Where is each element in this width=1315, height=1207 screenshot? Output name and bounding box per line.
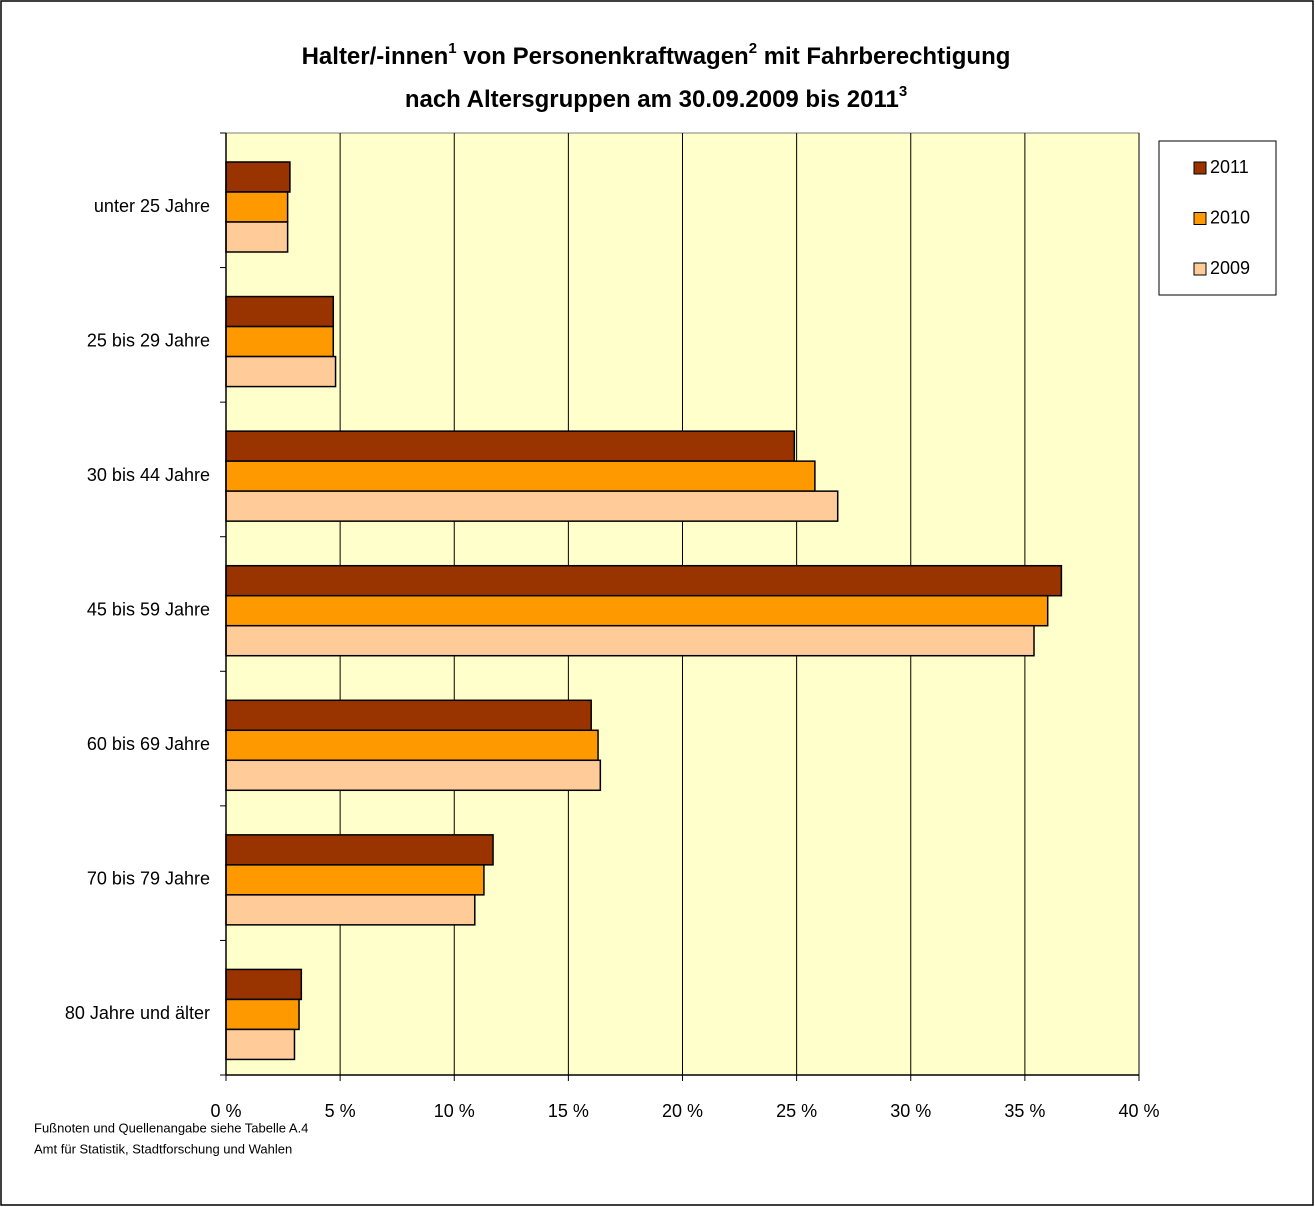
bar: [225, 1028, 296, 1061]
bar: [225, 729, 599, 762]
legend-swatch: [1193, 161, 1207, 175]
bar: [225, 864, 485, 896]
bar: [225, 624, 1035, 657]
y-tick-label: 30 bis 44 Jahre: [87, 465, 210, 485]
y-tick-label: 45 bis 59 Jahre: [87, 599, 210, 619]
x-tick-label: 0 %: [210, 1101, 241, 1121]
bar: [225, 699, 592, 732]
y-tick-label: 60 bis 69 Jahre: [87, 734, 210, 754]
x-tick-label: 10 %: [434, 1101, 475, 1121]
bar: [225, 430, 796, 462]
bar: [225, 490, 839, 522]
title-text: Halter/-innen: [302, 43, 449, 70]
title-superscript: 1: [448, 40, 456, 57]
y-tick-label: 25 bis 29 Jahre: [87, 330, 210, 350]
y-tick-label: 70 bis 79 Jahre: [87, 869, 210, 889]
bar: [225, 594, 1049, 627]
bar: [225, 968, 303, 1001]
bar: [225, 894, 476, 926]
y-tick-label: 80 Jahre und älter: [65, 1003, 210, 1023]
chart-title: nach Altersgruppen am 30.09.2009 bis 201…: [405, 83, 907, 113]
chart-title: Halter/-innen1 von Personenkraftwagen2 m…: [302, 40, 1011, 70]
y-tick-label: unter 25 Jahre: [94, 196, 210, 216]
bar: [225, 161, 291, 193]
x-tick-label: 15 %: [548, 1101, 589, 1121]
title-text: mit Fahrberechtigung: [757, 43, 1010, 70]
x-tick-label: 40 %: [1118, 1101, 1159, 1121]
x-tick-label: 20 %: [662, 1101, 703, 1121]
title-text: von Personenkraftwagen: [457, 43, 749, 70]
bar: [225, 564, 1063, 597]
x-tick-label: 30 %: [890, 1101, 931, 1121]
bar: [225, 998, 300, 1031]
bar: [225, 325, 335, 358]
bar: [225, 759, 602, 792]
legend-label: 2011: [1210, 157, 1249, 177]
footnote: Amt für Statistik, Stadtforschung und Wa…: [34, 1141, 292, 1156]
bar: [225, 221, 289, 253]
bar: [225, 355, 337, 388]
legend-box: [1158, 140, 1277, 296]
legend-swatch: [1193, 262, 1207, 276]
legend-label: 2009: [1210, 258, 1250, 278]
bar: [225, 834, 494, 866]
footnote: Fußnoten und Quellenangabe siehe Tabelle…: [34, 1120, 308, 1135]
x-tick-label: 35 %: [1004, 1101, 1045, 1121]
bar: [225, 460, 816, 492]
title-text: nach Altersgruppen am 30.09.2009 bis 201…: [405, 86, 899, 113]
legend-swatch: [1193, 212, 1207, 225]
x-tick-label: 25 %: [776, 1101, 817, 1121]
bar: [225, 191, 289, 223]
x-tick-label: 5 %: [325, 1101, 356, 1121]
legend-label: 2010: [1210, 207, 1250, 227]
title-superscript: 2: [749, 40, 757, 57]
title-superscript: 3: [899, 83, 907, 100]
bar: [225, 295, 335, 328]
